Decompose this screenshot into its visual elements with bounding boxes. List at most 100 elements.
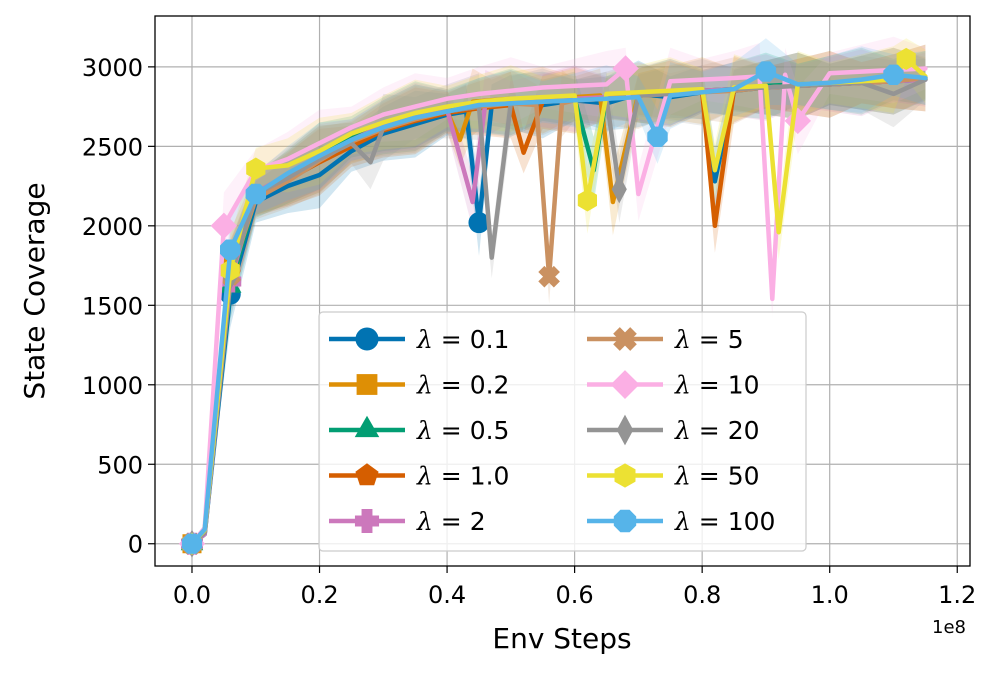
legend-symbol: λ bbox=[416, 416, 433, 445]
legend-item: λ = 2 bbox=[329, 507, 486, 536]
data-point-marker bbox=[245, 183, 266, 205]
data-point-marker bbox=[577, 189, 597, 212]
y-axis-ticks: 0 500 1000 1500 2000 2500 3000 bbox=[82, 54, 155, 559]
legend-marker bbox=[355, 327, 379, 351]
series-line bbox=[189, 69, 928, 546]
y-tick-label: 0 bbox=[128, 531, 143, 559]
legend-item: λ = 20 bbox=[587, 414, 760, 446]
data-point-marker bbox=[883, 64, 904, 85]
data-point-marker bbox=[612, 55, 639, 82]
data-point-marker bbox=[246, 157, 266, 180]
x-tick-label: 1.0 bbox=[811, 581, 849, 609]
legend-label: λ = 20 bbox=[674, 416, 760, 445]
legend-symbol: λ bbox=[674, 371, 691, 400]
data-point-marker bbox=[611, 175, 627, 204]
y-tick-label: 2500 bbox=[82, 133, 143, 161]
legend-marker bbox=[613, 327, 637, 351]
legend-item: λ = 1.0 bbox=[329, 462, 509, 491]
plot-frame bbox=[154, 15, 971, 567]
x-tick-label: 1.2 bbox=[938, 581, 976, 609]
legend-item: λ = 0.2 bbox=[329, 371, 509, 400]
series-band bbox=[192, 44, 926, 544]
series-line bbox=[189, 66, 928, 546]
legend-item: λ = 50 bbox=[587, 462, 760, 491]
series-band bbox=[192, 38, 926, 544]
y-tick-label: 1500 bbox=[82, 292, 143, 320]
legend-label: λ = 0.5 bbox=[416, 416, 509, 445]
legend-label: λ = 0.2 bbox=[416, 371, 509, 400]
legend-value: = 100 bbox=[691, 507, 776, 536]
legend-label: λ = 5 bbox=[674, 325, 744, 354]
x-tick-label: 0.8 bbox=[683, 581, 721, 609]
y-tick-label: 1000 bbox=[82, 372, 143, 400]
legend-value: = 2 bbox=[433, 507, 486, 536]
x-tick-label: 0.6 bbox=[556, 581, 594, 609]
data-point-marker bbox=[181, 533, 203, 554]
legend-value: = 50 bbox=[691, 462, 760, 491]
legend-symbol: λ bbox=[674, 507, 691, 536]
legend-marker bbox=[614, 463, 636, 488]
legend-symbol: λ bbox=[674, 462, 691, 491]
legend-value: = 0.5 bbox=[433, 416, 510, 445]
series-band bbox=[192, 52, 926, 544]
legend-item: λ = 5 bbox=[587, 325, 744, 354]
legend-label: λ = 50 bbox=[674, 462, 760, 491]
legend: λ = 0.1λ = 0.2λ = 0.5λ = 1.0λ = 2λ = 5λ … bbox=[318, 311, 807, 552]
x-axis-label: Env Steps bbox=[492, 622, 631, 655]
series-9 bbox=[181, 61, 928, 554]
x-tick-label: 0.4 bbox=[428, 581, 466, 609]
legend-item: λ = 100 bbox=[587, 507, 775, 536]
legend-marker bbox=[613, 509, 637, 533]
x-tick-label: 0.2 bbox=[300, 581, 338, 609]
legend-symbol: λ bbox=[674, 325, 691, 354]
series-band bbox=[192, 36, 926, 544]
y-tick-label: 3000 bbox=[82, 54, 143, 82]
legend-symbol: λ bbox=[416, 462, 433, 491]
data-point-marker bbox=[755, 61, 777, 82]
y-tick-label: 500 bbox=[97, 451, 143, 479]
legend-item: λ = 10 bbox=[587, 370, 760, 400]
y-axis-label: State Coverage bbox=[18, 182, 51, 399]
y-tick-label: 2000 bbox=[82, 213, 143, 241]
legend-item: λ = 0.1 bbox=[329, 325, 509, 354]
data-point-marker bbox=[538, 265, 560, 288]
series-band bbox=[192, 47, 926, 544]
legend-item: λ = 0.5 bbox=[329, 415, 509, 445]
legend-marker bbox=[616, 414, 634, 446]
series-band bbox=[192, 47, 926, 544]
legend-label: λ = 1.0 bbox=[416, 462, 509, 491]
legend-value: = 0.2 bbox=[433, 371, 510, 400]
legend-value: = 0.1 bbox=[433, 325, 510, 354]
legend-marker bbox=[610, 370, 640, 400]
series-band bbox=[192, 47, 926, 544]
legend-value: = 10 bbox=[691, 371, 760, 400]
legend-label: λ = 10 bbox=[674, 371, 760, 400]
legend-value: = 1.0 bbox=[433, 462, 510, 491]
data-point-marker bbox=[647, 126, 668, 147]
legend-label: λ = 2 bbox=[416, 507, 486, 536]
x-axis-ticks: 0.0 0.2 0.4 0.6 0.8 1.0 1.2 bbox=[173, 566, 976, 609]
data-point-marker bbox=[220, 239, 241, 260]
legend-symbol: λ bbox=[674, 416, 691, 445]
legend-label: λ = 0.1 bbox=[416, 325, 509, 354]
legend-marker bbox=[354, 508, 380, 534]
x-axis-offset-label: 1e8 bbox=[932, 617, 966, 638]
data-point-marker bbox=[210, 212, 238, 240]
legend-value: = 20 bbox=[691, 416, 760, 445]
series-band bbox=[192, 38, 926, 544]
x-tick-label: 0.0 bbox=[173, 581, 211, 609]
data-point-marker bbox=[896, 47, 916, 70]
legend-marker bbox=[356, 374, 378, 395]
legend-box bbox=[318, 311, 807, 552]
legend-marker bbox=[355, 463, 379, 486]
legend-symbol: λ bbox=[416, 371, 433, 400]
legend-marker bbox=[354, 415, 380, 438]
series-band bbox=[192, 49, 926, 544]
legend-symbol: λ bbox=[416, 507, 433, 536]
grid bbox=[155, 16, 970, 566]
series-lines bbox=[178, 47, 928, 558]
legend-value: = 5 bbox=[691, 325, 744, 354]
legend-label: λ = 100 bbox=[674, 507, 775, 536]
legend-symbol: λ bbox=[416, 325, 433, 354]
